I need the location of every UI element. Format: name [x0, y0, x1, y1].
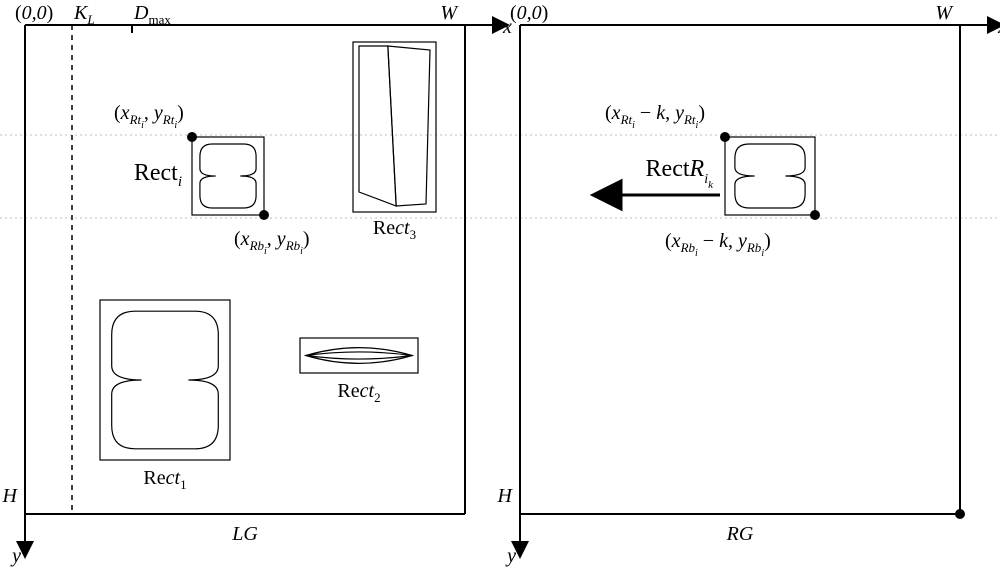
- svg-text:Rect2: Rect2: [337, 380, 380, 405]
- svg-text:H: H: [497, 485, 514, 507]
- svg-text:LG: LG: [231, 523, 258, 545]
- svg-text:KL: KL: [73, 2, 95, 27]
- svg-text:y: y: [505, 545, 516, 567]
- svg-text:Rect3: Rect3: [373, 217, 416, 242]
- svg-text:(0,0): (0,0): [15, 2, 53, 24]
- svg-text:Rect1: Rect1: [143, 467, 186, 492]
- svg-text:Dmax: Dmax: [133, 2, 171, 27]
- svg-text:W: W: [935, 2, 954, 24]
- svg-text:RectRik: RectRik: [646, 156, 715, 191]
- svg-text:RG: RG: [726, 523, 754, 545]
- svg-text:H: H: [2, 485, 19, 507]
- svg-text:W: W: [440, 2, 459, 24]
- svg-text:(0,0): (0,0): [510, 2, 548, 24]
- svg-text:Recti: Recti: [134, 160, 182, 190]
- svg-text:(xRti − k, yRti): (xRti − k, yRti): [605, 102, 705, 131]
- svg-text:(xRbi, yRbi): (xRbi, yRbi): [234, 228, 310, 257]
- svg-text:(xRti, yRti): (xRti, yRti): [114, 102, 184, 131]
- svg-text:y: y: [10, 545, 21, 567]
- svg-text:(xRbi − k, yRbi): (xRbi − k, yRbi): [665, 230, 771, 259]
